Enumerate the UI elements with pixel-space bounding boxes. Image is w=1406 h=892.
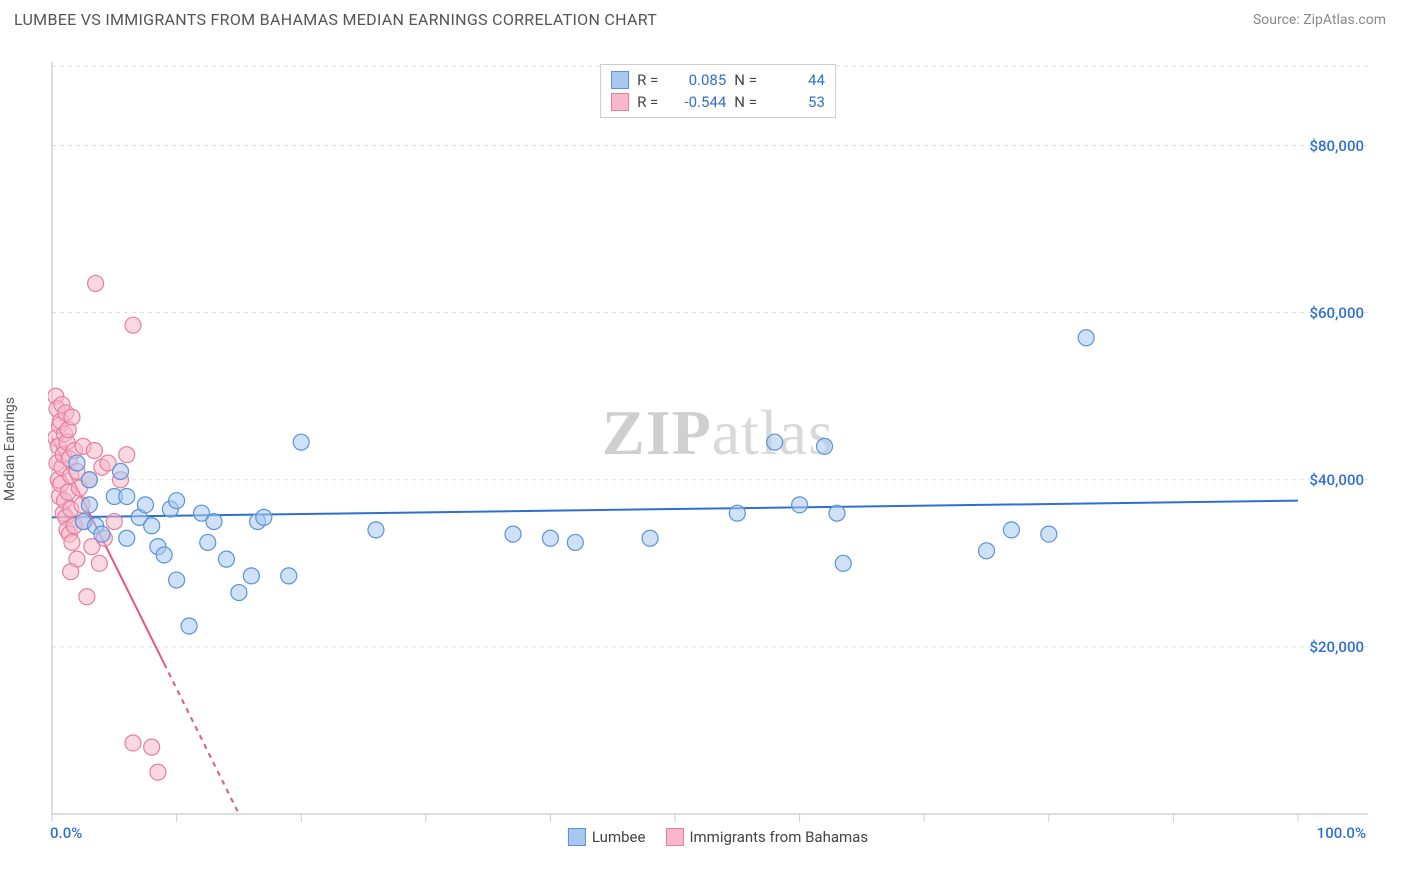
stats-r-value-1: -0.544 (666, 93, 726, 111)
legend: Lumbee Immigrants from Bahamas (568, 828, 868, 846)
stats-n-label-0: N = (734, 71, 757, 89)
stats-row-0: R = 0.085 N = 44 (611, 69, 825, 91)
stats-n-value-1: 53 (765, 93, 825, 111)
stats-r-value-0: 0.085 (666, 71, 726, 89)
stats-row-1: R = -0.544 N = 53 (611, 91, 825, 113)
legend-swatch-0 (568, 828, 586, 846)
legend-item-1: Immigrants from Bahamas (665, 828, 868, 846)
x-axis-max-label: 100.0% (1317, 824, 1366, 842)
stats-swatch-0 (611, 71, 629, 89)
legend-swatch-1 (665, 828, 683, 846)
stats-n-value-0: 44 (765, 71, 825, 89)
scatter-plot (48, 54, 1388, 844)
chart-source: Source: ZipAtlas.com (1253, 12, 1386, 28)
stats-swatch-1 (611, 93, 629, 111)
chart-title: LUMBEE VS IMMIGRANTS FROM BAHAMAS MEDIAN… (14, 10, 657, 29)
x-axis-min-label: 0.0% (50, 824, 82, 842)
stats-r-label-0: R = (637, 71, 658, 89)
y-tick-label: $80,000 (1309, 137, 1364, 155)
y-tick-label: $20,000 (1309, 638, 1364, 656)
stats-box: R = 0.085 N = 44 R = -0.544 N = 53 (600, 64, 836, 118)
legend-label-0: Lumbee (592, 828, 646, 846)
stats-r-label-1: R = (637, 93, 658, 111)
stats-n-label-1: N = (734, 93, 757, 111)
legend-label-1: Immigrants from Bahamas (689, 828, 868, 846)
chart-area: Median Earnings ZIPatlas R = 0.085 N = 4… (48, 54, 1388, 844)
y-tick-label: $40,000 (1309, 471, 1364, 489)
legend-item-0: Lumbee (568, 828, 646, 846)
y-tick-label: $60,000 (1309, 304, 1364, 322)
y-axis-label: Median Earnings (2, 397, 18, 501)
chart-header: LUMBEE VS IMMIGRANTS FROM BAHAMAS MEDIAN… (0, 0, 1406, 35)
